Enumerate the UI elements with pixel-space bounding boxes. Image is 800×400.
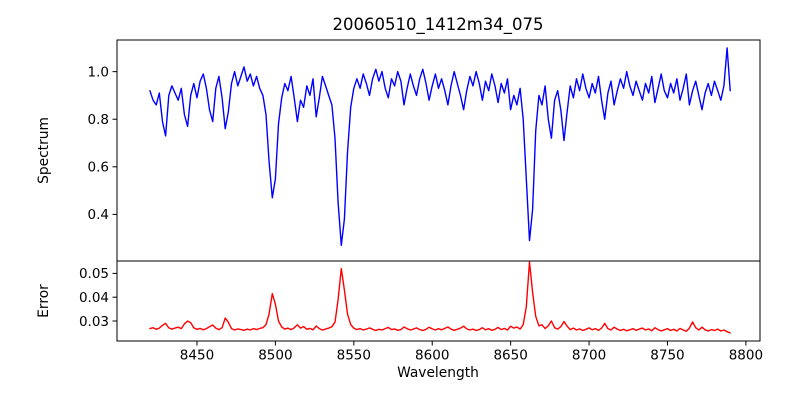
chart-title: 20060510_1412m34_075 — [332, 15, 543, 35]
x-tick-label: 8650 — [493, 348, 527, 364]
spectrum-y-tick-label: 0.4 — [88, 207, 109, 223]
x-tick-label: 8750 — [650, 348, 684, 364]
x-tick-label: 8800 — [729, 348, 763, 364]
spectrum-y-tick-label: 0.6 — [88, 160, 109, 176]
data-series — [149, 47, 731, 334]
error-y-axis-label: Error — [36, 284, 52, 318]
error-line — [149, 261, 731, 334]
spectrum-y-tick-label: 1.0 — [88, 64, 109, 80]
x-axis-label: Wavelength — [397, 365, 479, 381]
x-tick-label: 8450 — [180, 348, 214, 364]
axis-ticks: 8450 8500 8550 8600 8650 8700 8750 8800 1.0 0.8 0.… — [79, 64, 763, 363]
error-y-tick-label: 0.05 — [79, 266, 109, 282]
spectrum-line — [149, 47, 731, 247]
x-tick-label: 8500 — [258, 348, 292, 364]
x-tick-label: 8700 — [572, 348, 606, 364]
error-y-tick-label: 0.04 — [79, 290, 109, 306]
x-tick-label: 8600 — [415, 348, 449, 364]
x-tick-label: 8550 — [337, 348, 371, 364]
error-panel-border — [116, 260, 761, 342]
error-y-tick-label: 0.03 — [79, 314, 109, 330]
spectrum-y-axis-label: Spectrum — [36, 117, 52, 184]
spectrum-y-tick-label: 0.8 — [88, 112, 109, 128]
spectrum-panel-border — [116, 39, 761, 262]
